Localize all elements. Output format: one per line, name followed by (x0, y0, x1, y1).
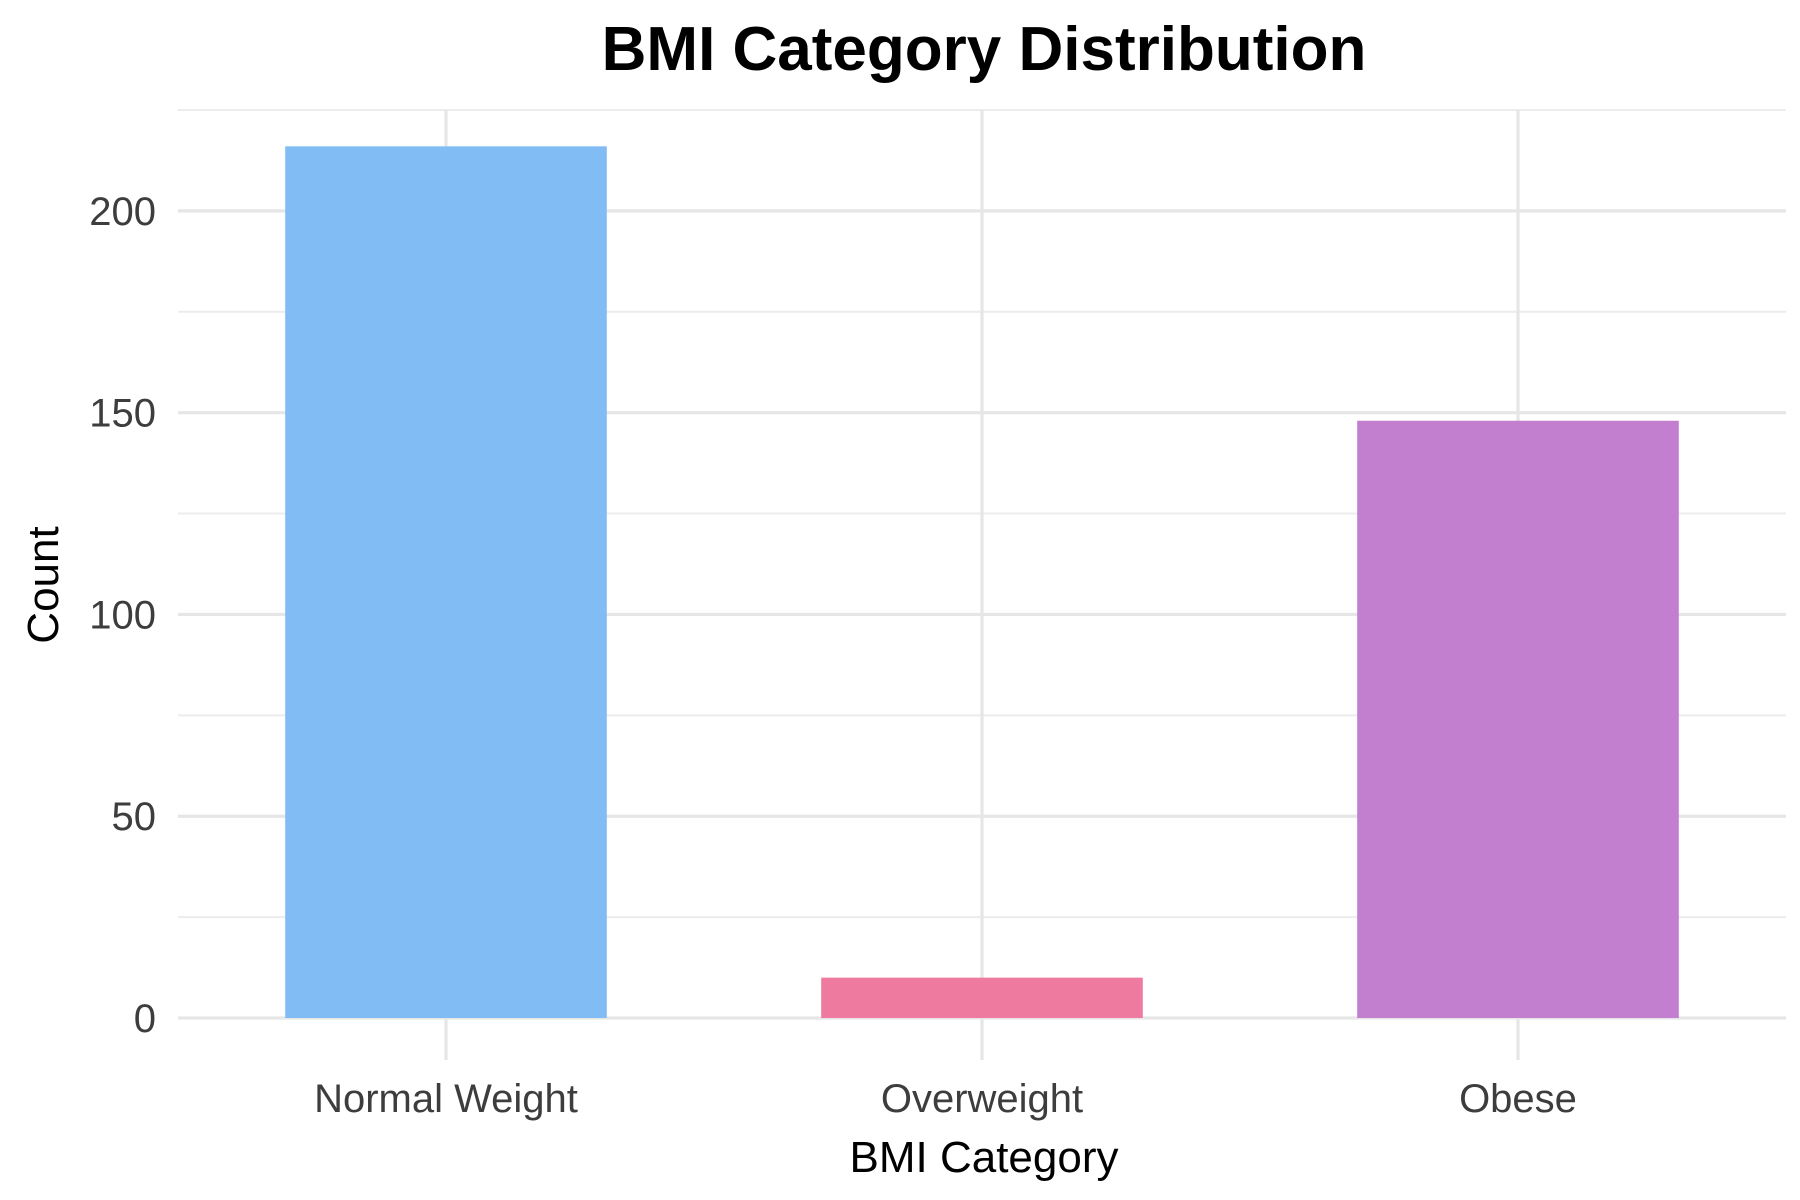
y-tick-label: 0 (134, 997, 156, 1041)
y-axis-title: Count (19, 526, 68, 643)
y-tick-label: 200 (89, 190, 156, 234)
bar-obese (1357, 420, 1679, 1018)
x-axis-ticks: Normal Weight Overweight Obese (314, 1077, 1577, 1121)
y-tick-label: 150 (89, 392, 156, 436)
bars (285, 146, 1679, 1018)
x-axis-title: BMI Category (850, 1133, 1119, 1182)
bar-normal-weight (285, 146, 607, 1018)
y-axis-ticks: 0 50 100 150 200 (89, 190, 156, 1041)
bar-overweight (821, 977, 1143, 1018)
x-tick-label: Overweight (881, 1077, 1083, 1121)
x-tick-label: Normal Weight (314, 1077, 578, 1121)
y-tick-label: 50 (112, 795, 157, 839)
y-tick-label: 100 (89, 593, 156, 637)
chart-title: BMI Category Distribution (602, 15, 1367, 84)
x-tick-label: Obese (1459, 1077, 1577, 1121)
